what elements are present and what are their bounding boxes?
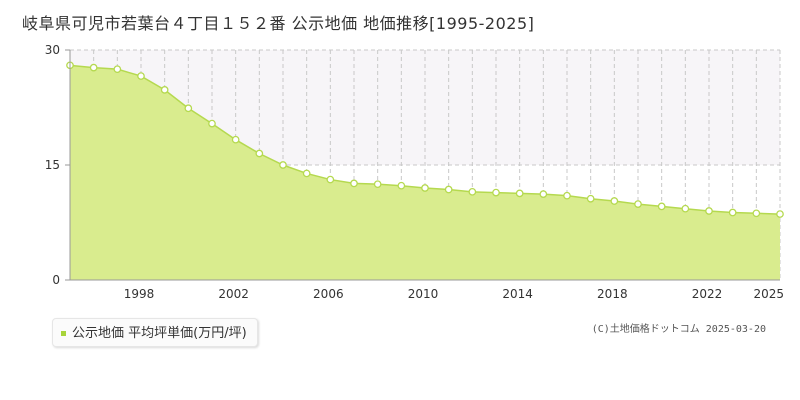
data-point [728, 208, 737, 217]
data-point [752, 209, 761, 218]
x-tick-label: 2025 [753, 287, 784, 301]
legend: 公示地価 平均坪単価(万円/坪) [52, 318, 258, 347]
data-point [231, 135, 240, 144]
data-point [634, 200, 642, 208]
data-point [421, 184, 429, 192]
x-tick-label: 2002 [218, 287, 249, 301]
data-point [326, 175, 335, 184]
series-area [70, 65, 780, 280]
data-point [255, 149, 264, 158]
legend-swatch [61, 331, 66, 336]
data-point [444, 185, 453, 194]
data-point [350, 179, 358, 188]
data-point [776, 210, 784, 218]
x-tick-label: 2022 [692, 287, 723, 301]
data-point [279, 161, 287, 169]
data-point [184, 104, 193, 113]
data-point [137, 72, 145, 80]
data-point [657, 202, 666, 211]
copyright-text: (C)土地価格ドットコム 2025-03-20 [591, 324, 766, 335]
x-tick-label: 2006 [313, 287, 344, 301]
y-tick-label: 15 [45, 158, 60, 172]
data-point [468, 187, 477, 196]
x-tick-label: 2018 [597, 287, 628, 301]
data-point [563, 191, 571, 200]
data-point [373, 180, 382, 189]
data-point [208, 119, 216, 128]
legend-label: 公示地価 平均坪単価(万円/坪) [72, 326, 247, 341]
data-point [113, 65, 122, 74]
x-tick-label: 2014 [502, 287, 533, 301]
data-point [539, 190, 548, 198]
data-point [302, 169, 311, 178]
data-point [492, 188, 500, 197]
data-point [705, 207, 713, 215]
data-point [610, 197, 619, 205]
data-point [397, 181, 406, 190]
x-tick-label: 2010 [408, 287, 439, 301]
x-tick-label: 1998 [124, 287, 155, 301]
data-point [586, 194, 595, 203]
data-point [515, 189, 524, 198]
y-tick-label: 30 [45, 43, 60, 57]
chart-title: 岐阜県可児市若葉台４丁目１５２番 公示地価 地価推移[1995-2025] [22, 14, 535, 33]
y-tick-label: 0 [52, 273, 60, 287]
data-point [681, 204, 690, 213]
data-point [160, 86, 169, 94]
data-point [89, 63, 98, 72]
